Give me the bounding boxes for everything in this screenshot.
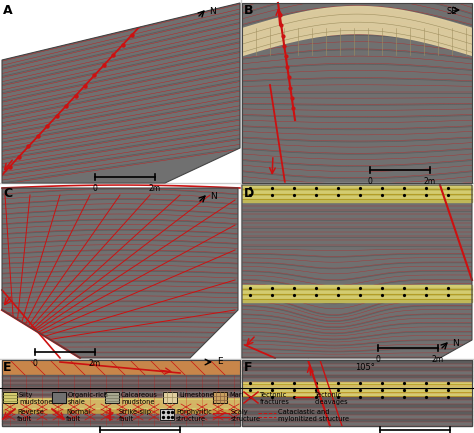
Polygon shape (105, 392, 119, 403)
Polygon shape (242, 185, 472, 358)
Text: Marl: Marl (229, 392, 243, 398)
Polygon shape (2, 419, 240, 421)
Polygon shape (242, 364, 472, 367)
Text: A: A (3, 4, 13, 17)
Polygon shape (2, 396, 240, 398)
Text: SE: SE (447, 7, 457, 16)
Polygon shape (242, 360, 472, 426)
Text: Limestone: Limestone (179, 392, 214, 398)
Polygon shape (163, 392, 177, 403)
Text: 105°: 105° (355, 363, 375, 372)
Polygon shape (242, 411, 472, 415)
Polygon shape (213, 392, 227, 403)
Text: Porphyritic
structure: Porphyritic structure (176, 409, 212, 422)
Polygon shape (242, 199, 472, 202)
Text: E: E (217, 358, 223, 366)
Polygon shape (2, 387, 240, 389)
Polygon shape (242, 404, 472, 407)
Polygon shape (2, 188, 238, 358)
Polygon shape (242, 196, 472, 199)
Polygon shape (2, 405, 240, 407)
Polygon shape (242, 288, 472, 291)
Polygon shape (242, 371, 472, 375)
Text: Tectonic
cleavages: Tectonic cleavages (315, 392, 348, 405)
Text: Reverse
fault: Reverse fault (17, 409, 44, 422)
Polygon shape (242, 367, 472, 371)
Text: Tectonic
fractures: Tectonic fractures (260, 392, 290, 405)
Text: E: E (3, 361, 11, 374)
Polygon shape (242, 386, 472, 389)
Text: Strike-slip
fault: Strike-slip fault (119, 409, 152, 422)
Text: 2m: 2m (89, 359, 101, 368)
Polygon shape (242, 294, 472, 296)
Polygon shape (242, 422, 472, 426)
Polygon shape (242, 360, 472, 364)
Polygon shape (2, 375, 240, 377)
Text: 2m: 2m (149, 184, 161, 193)
Text: 0: 0 (92, 184, 98, 193)
Polygon shape (242, 415, 472, 419)
Polygon shape (242, 191, 472, 194)
Text: Silty
mudstone: Silty mudstone (19, 392, 53, 405)
Polygon shape (2, 3, 240, 183)
Polygon shape (242, 378, 472, 382)
Text: Scaly
structure: Scaly structure (231, 409, 261, 422)
Text: N: N (452, 339, 459, 348)
Polygon shape (242, 389, 472, 393)
Text: 0: 0 (367, 177, 373, 186)
Polygon shape (242, 382, 472, 386)
Polygon shape (52, 392, 66, 403)
Polygon shape (242, 393, 472, 397)
Polygon shape (2, 410, 240, 412)
Polygon shape (2, 391, 240, 394)
Polygon shape (242, 375, 472, 378)
Text: 0: 0 (375, 355, 381, 364)
Polygon shape (242, 401, 472, 404)
Polygon shape (2, 360, 240, 375)
Polygon shape (2, 403, 240, 405)
Polygon shape (2, 382, 240, 384)
Polygon shape (2, 421, 240, 423)
Polygon shape (2, 389, 240, 391)
Polygon shape (3, 392, 17, 403)
Polygon shape (2, 394, 240, 396)
Polygon shape (2, 380, 240, 382)
Text: C: C (3, 187, 12, 200)
Polygon shape (242, 194, 472, 196)
Polygon shape (2, 377, 240, 380)
Text: F: F (244, 361, 253, 374)
Polygon shape (242, 285, 472, 288)
Polygon shape (242, 299, 472, 302)
Text: D: D (244, 187, 254, 200)
Polygon shape (242, 291, 472, 294)
Text: N: N (209, 7, 216, 16)
Polygon shape (2, 407, 240, 410)
Text: Normal
fault: Normal fault (66, 409, 90, 422)
Polygon shape (242, 3, 472, 183)
Polygon shape (242, 419, 472, 422)
Text: Organic-rich
shale: Organic-rich shale (68, 392, 109, 405)
Text: 0: 0 (33, 359, 37, 368)
Polygon shape (2, 414, 240, 417)
Polygon shape (242, 185, 472, 188)
Polygon shape (2, 412, 240, 414)
Polygon shape (242, 407, 472, 411)
Polygon shape (160, 409, 174, 420)
Polygon shape (2, 423, 240, 426)
Polygon shape (2, 401, 240, 403)
Polygon shape (242, 397, 472, 401)
Text: Cataclastic and
mylonitized structure: Cataclastic and mylonitized structure (278, 409, 349, 422)
Polygon shape (242, 296, 472, 299)
Text: Calcareous
mudstone: Calcareous mudstone (121, 392, 158, 405)
Polygon shape (2, 398, 240, 401)
Text: B: B (244, 4, 254, 17)
Polygon shape (2, 417, 240, 419)
Polygon shape (2, 384, 240, 387)
Text: N: N (210, 192, 217, 201)
Polygon shape (242, 188, 472, 191)
Text: 2m: 2m (432, 355, 444, 364)
Text: 2m: 2m (424, 177, 436, 186)
